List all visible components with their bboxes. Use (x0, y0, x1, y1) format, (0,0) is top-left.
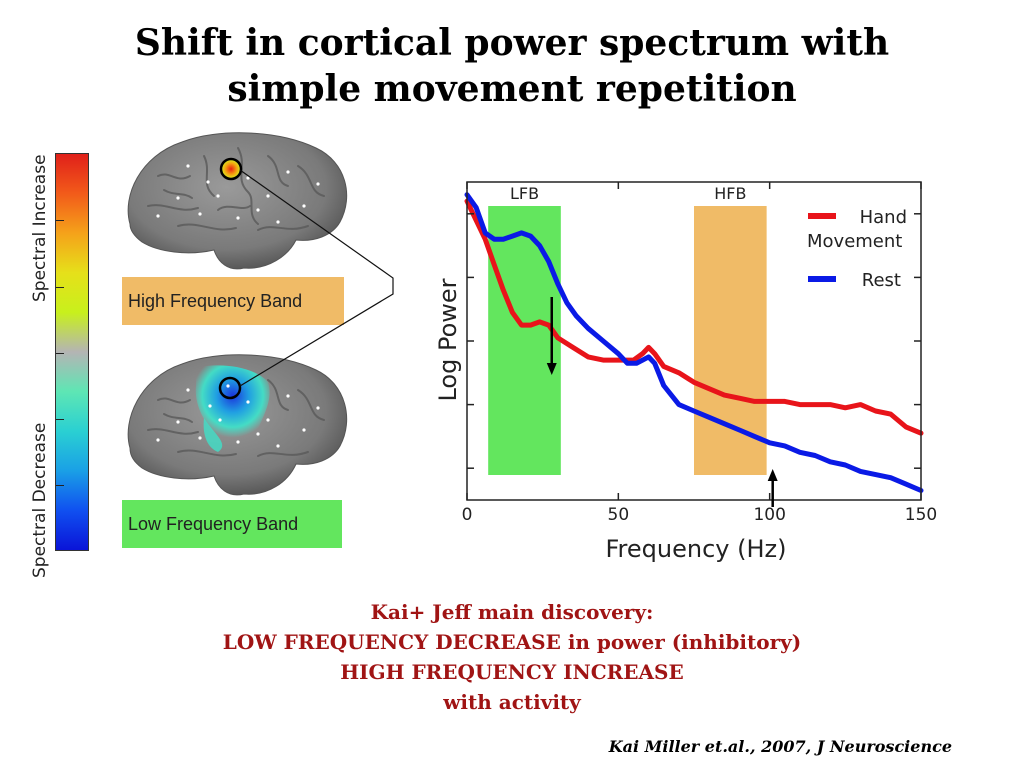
colorbar-tick (56, 419, 64, 420)
chart-legend: Hand Movement Rest (807, 207, 907, 291)
region-lfb (488, 206, 561, 475)
colorbar-tick (56, 220, 64, 221)
legend-label-movement-line2: Movement (807, 231, 902, 252)
low-frequency-band-label: Low Frequency Band (122, 500, 342, 548)
colorbar-label-increase: Spectral Increase (30, 154, 50, 302)
annotation-arrows (546, 297, 778, 507)
discovery-line-2: LOW FREQUENCY DECREASE in power (inhibit… (222, 630, 802, 654)
region-label-hfb: HFB (714, 184, 746, 203)
series-line-rest (464, 192, 924, 493)
arrow-up-head (767, 469, 778, 481)
legend-label-rest: Rest (862, 270, 901, 291)
spectral-colorbar (55, 153, 89, 551)
citation: Kai Miller et.al., 2007, J Neuroscience (608, 737, 952, 756)
power-spectrum-chart: LFB HFB 0 50 100 150 Hand Movement Rest Freq… (434, 181, 937, 563)
brain-high-frequency-image (127, 132, 348, 270)
x-axis-label: Frequency (Hz) (606, 535, 787, 563)
y-axis-label: Log Power (434, 278, 462, 401)
page-title: Shift in cortical power spectrum with si… (0, 20, 1024, 112)
title-line-1: Shift in cortical power spectrum with (134, 22, 890, 64)
discovery-line-1: Kai+ Jeff main discovery: (370, 600, 654, 624)
arrow-down-head (546, 363, 557, 375)
brain-low-frequency-image (127, 354, 348, 496)
legend-label-movement-line1: Hand (860, 207, 907, 228)
region-label-lfb: LFB (510, 184, 539, 203)
axis-ticks: 0 50 100 150 (462, 182, 937, 525)
high-frequency-band-label: High Frequency Band (122, 277, 344, 325)
colorbar-tick (56, 353, 64, 354)
discovery-line-3: HIGH FREQUENCY INCREASE (340, 660, 684, 684)
x-tick-label: 100 (753, 505, 785, 525)
colorbar-tick (56, 287, 64, 288)
title-line-2: simple movement repetition (227, 68, 797, 110)
shaded-regions: LFB HFB (488, 184, 767, 475)
series-lines (464, 192, 924, 493)
colorbar-label-decrease: Spectral Decrease (30, 422, 50, 578)
series-line-movement (464, 198, 924, 436)
colorbar-tick (56, 485, 64, 486)
x-tick-label: 50 (608, 505, 630, 525)
discovery-summary: Kai+ Jeff main discovery: LOW FREQUENCY … (0, 597, 1024, 717)
discovery-line-4: with activity (443, 690, 581, 714)
x-tick-label: 150 (905, 505, 937, 525)
x-tick-label: 0 (462, 505, 473, 525)
region-hfb (694, 206, 767, 475)
